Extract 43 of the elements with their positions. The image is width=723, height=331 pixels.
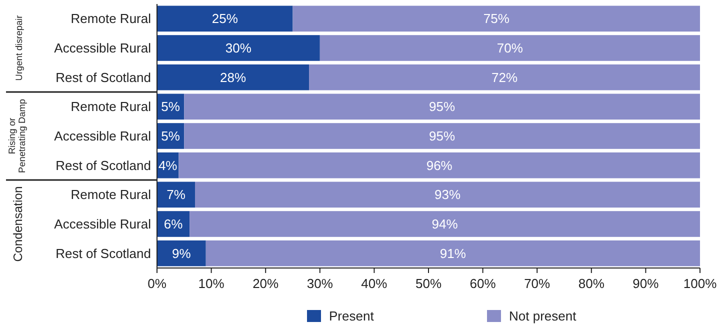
legend-label: Present [329,308,374,324]
data-label: 95% [429,99,456,114]
x-tick-label: 30% [306,276,334,291]
data-label: 93% [434,187,461,202]
text: Condensation [11,186,25,262]
data-label: 94% [432,216,458,232]
data-label: 5% [161,99,180,114]
text: Rising or Penetrating Damp [7,98,28,174]
y-tick-label: Remote Rural [70,99,152,114]
y-tick-label: Rest of Scotland [56,158,151,173]
y-tick-label: Accessible Rural [54,128,152,144]
y-tick-label: Remote Rural [70,187,152,202]
legend-label: Not present [509,308,577,324]
data-label: 75% [483,11,510,26]
data-label: 25% [212,11,238,26]
x-tick-label: 20% [252,276,280,291]
data-label: 28% [220,70,246,85]
x-tick-label: 40% [361,276,388,291]
y-tick-label: Rest of Scotland [56,70,151,85]
data-label: 6% [164,216,184,232]
x-tick-label: 70% [524,276,551,291]
text: Urgent disrepair [14,15,24,81]
x-tick-label: 0% [148,276,167,291]
data-label: 72% [492,70,518,85]
data-label: 70% [496,40,524,56]
data-label: 5% [161,128,180,144]
x-tick-label: 80% [578,276,605,291]
data-label: 9% [172,246,192,261]
y-tick-label: Accessible Rural [54,216,152,232]
y-tick-label: Remote Rural [70,11,152,26]
data-label: 96% [426,158,453,173]
data-label: 91% [440,246,466,261]
x-tick-label: 60% [470,276,496,291]
x-tick-label: 50% [415,276,442,291]
y-tick-label: Accessible Rural [54,40,152,56]
x-tick-label: 100% [683,276,718,291]
data-label: 95% [429,128,456,144]
data-label: 4% [158,158,178,173]
x-tick-label: 90% [632,276,660,291]
data-label: 7% [166,187,186,202]
x-tick-label: 10% [198,276,225,291]
y-tick-label: Rest of Scotland [56,246,151,261]
data-label: 30% [225,40,252,56]
